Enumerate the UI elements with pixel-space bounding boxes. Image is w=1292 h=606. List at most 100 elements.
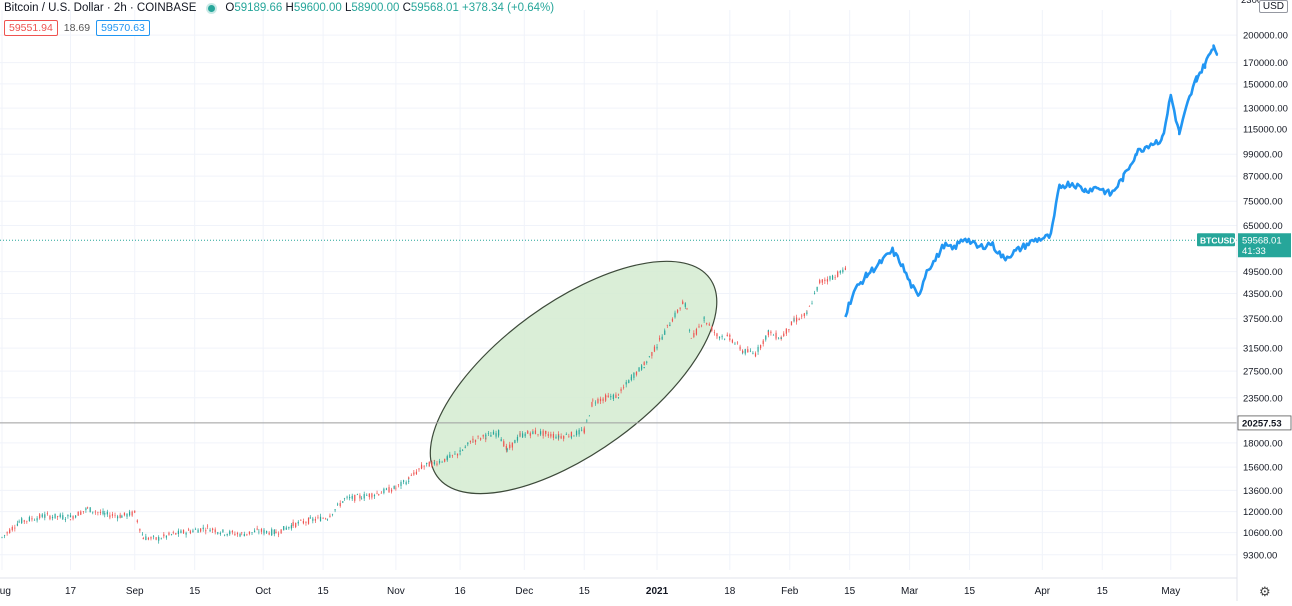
candle-body <box>366 495 368 496</box>
candle-body <box>555 436 557 439</box>
candle-body <box>620 389 622 392</box>
candle-body <box>801 315 803 317</box>
indicator-right-value[interactable]: 59570.63 <box>96 20 150 36</box>
candle-body <box>163 534 165 537</box>
candle-body <box>363 494 365 499</box>
x-tick-label: Mar <box>901 586 919 597</box>
candle-body <box>537 433 539 435</box>
gear-icon[interactable]: ⚙ <box>1259 584 1271 599</box>
candle-body <box>575 431 578 436</box>
currency-label[interactable]: USD <box>1258 0 1288 13</box>
candle-body <box>23 520 25 522</box>
candle-body <box>612 394 614 400</box>
candle-body <box>749 350 751 352</box>
candle-body <box>273 529 275 535</box>
y-tick-label: 150000.00 <box>1243 79 1288 90</box>
candle-body <box>243 534 245 537</box>
candle-body <box>492 431 495 435</box>
candle-body <box>736 342 739 344</box>
candle-body <box>594 402 596 404</box>
candle-body <box>1 537 3 538</box>
candle-body <box>534 430 537 434</box>
candle-body <box>718 336 721 339</box>
candle-body <box>803 313 805 317</box>
candle-body <box>142 538 144 540</box>
candle-body <box>150 537 152 539</box>
candle-body <box>62 515 64 520</box>
candle-body <box>285 527 287 530</box>
candle-body <box>77 511 79 516</box>
x-tick-label: 16 <box>455 586 467 597</box>
candle-body <box>400 481 402 486</box>
symbol-title[interactable]: Bitcoin / U.S. Dollar · 2h · COINBASE <box>4 2 197 14</box>
candle-body <box>420 466 423 469</box>
candle-body <box>500 439 502 442</box>
candle-body <box>542 430 544 436</box>
candle-body <box>573 435 575 437</box>
candle-body <box>168 532 170 535</box>
candle-body <box>373 495 376 497</box>
candle-body <box>698 326 700 328</box>
candle-body <box>729 334 731 337</box>
y-tick-label: 18000.00 <box>1243 438 1283 449</box>
candle-body <box>234 533 236 536</box>
y-tick-label: 31500.00 <box>1243 344 1283 355</box>
candle-body <box>180 530 182 534</box>
y-tick-label: 13600.00 <box>1243 486 1283 497</box>
candle-body <box>356 494 358 496</box>
candle-body <box>351 495 353 499</box>
candle-body <box>446 457 448 459</box>
x-tick-label: 15 <box>844 586 856 597</box>
candle-body <box>202 527 204 530</box>
candle-body <box>459 453 461 455</box>
candle-body <box>783 333 785 337</box>
candle-body <box>226 533 228 536</box>
candle-body <box>686 308 688 309</box>
candle-body <box>557 436 560 438</box>
candle-body <box>408 480 410 482</box>
candle-body <box>253 530 256 533</box>
candle-body <box>368 493 370 498</box>
candle-body <box>671 318 674 322</box>
candle-body <box>224 534 226 536</box>
candle-body <box>145 536 147 541</box>
candle-body <box>246 533 248 535</box>
candle-body <box>302 521 304 524</box>
candle-body <box>568 436 570 438</box>
candle-body <box>464 446 466 448</box>
candle-body <box>527 431 529 434</box>
candle-body <box>679 307 681 309</box>
candle-body <box>806 312 808 314</box>
candle-body <box>819 280 821 284</box>
candle-body <box>798 318 800 321</box>
y-tick-label: 27500.00 <box>1243 367 1283 378</box>
candle-body <box>711 326 713 331</box>
candle-body <box>498 434 500 436</box>
candle-body <box>290 525 293 529</box>
candle-body <box>405 482 407 485</box>
x-tick-label: 15 <box>1097 586 1109 597</box>
candle-body <box>583 428 585 433</box>
candle-body <box>472 438 474 441</box>
indicator-mid-value: 18.69 <box>63 22 91 34</box>
candle-body <box>92 511 94 513</box>
candle-body <box>532 429 534 431</box>
indicator-left-value[interactable]: 59551.94 <box>4 20 58 36</box>
candle-body <box>64 519 66 520</box>
candle-body <box>31 518 33 520</box>
candle-body <box>229 531 231 535</box>
candle-body <box>371 493 373 498</box>
candle-body <box>656 346 658 348</box>
candle-body <box>638 367 640 372</box>
candle-body <box>51 516 54 519</box>
candle-body <box>275 531 277 534</box>
candle-body <box>706 322 708 324</box>
projection-line <box>844 44 1219 318</box>
candle-body <box>361 498 363 500</box>
close-key: C <box>402 2 411 14</box>
candle-body <box>661 336 663 340</box>
candle-body <box>116 516 119 519</box>
candle-body <box>28 517 30 522</box>
